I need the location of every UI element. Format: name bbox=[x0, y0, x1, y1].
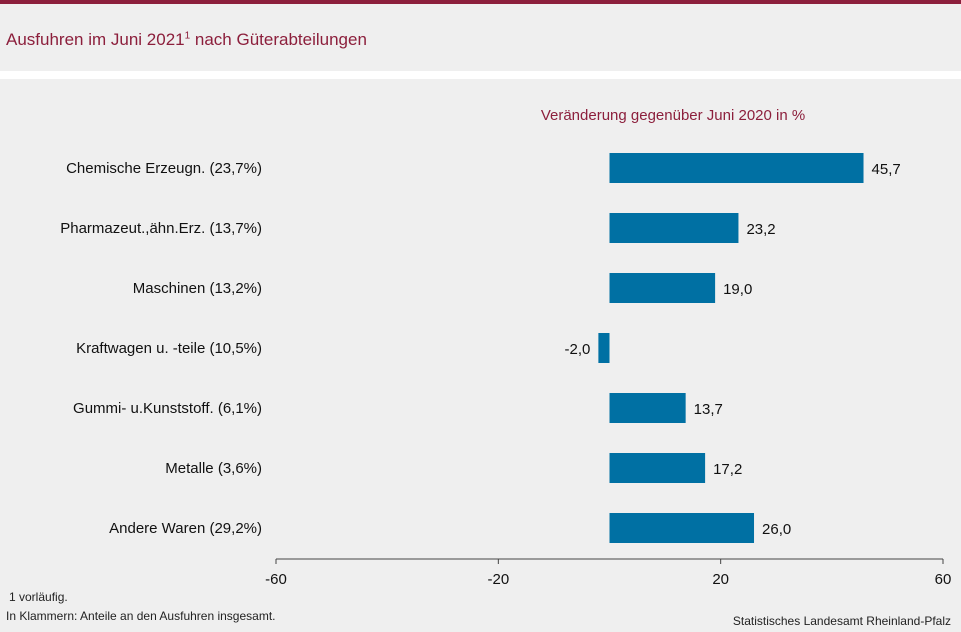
data-label: 17,2 bbox=[713, 461, 742, 478]
category-label: Maschinen (13,2%) bbox=[133, 280, 262, 297]
bar bbox=[609, 213, 739, 243]
category-label: Kraftwagen u. -teile (10,5%) bbox=[76, 340, 262, 357]
x-tick-label: -20 bbox=[487, 571, 509, 588]
footnote-shares: In Klammern: Anteile an den Ausfuhren in… bbox=[6, 609, 276, 623]
title-footnote-marker: 1 bbox=[184, 30, 191, 42]
x-tick-label: 20 bbox=[712, 571, 729, 588]
x-tick-label: 60 bbox=[935, 571, 952, 588]
bar bbox=[598, 333, 610, 363]
category-label: Metalle (3,6%) bbox=[165, 460, 262, 477]
data-label: 45,7 bbox=[872, 161, 901, 178]
data-label: 26,0 bbox=[762, 521, 791, 538]
category-label: Andere Waren (29,2%) bbox=[109, 520, 262, 537]
bar bbox=[609, 273, 716, 303]
title-rest: nach Güterabteilungen bbox=[190, 30, 367, 49]
data-label: 23,2 bbox=[746, 221, 775, 238]
bar bbox=[609, 393, 686, 423]
bar bbox=[609, 513, 755, 543]
data-label: 19,0 bbox=[723, 281, 752, 298]
source-credit: Statistisches Landesamt Rheinland-Pfalz bbox=[732, 614, 951, 628]
data-label: -2,0 bbox=[565, 341, 591, 358]
category-label: Pharmazeut.,ähn.Erz. (13,7%) bbox=[60, 220, 262, 237]
title-divider bbox=[0, 71, 961, 79]
title-main: Ausfuhren im Juni 2021 bbox=[6, 30, 185, 49]
bar bbox=[609, 153, 864, 183]
bar bbox=[609, 453, 706, 483]
category-label: Gummi- u.Kunststoff. (6,1%) bbox=[73, 400, 262, 417]
category-label: Chemische Erzeugn. (23,7%) bbox=[66, 160, 262, 177]
chart-subtitle: Veränderung gegenüber Juni 2020 in % bbox=[541, 107, 805, 124]
data-label: 13,7 bbox=[694, 401, 723, 418]
top-rule bbox=[0, 0, 961, 4]
chart-title: Ausfuhren im Juni 20211 nach Güterabteil… bbox=[6, 30, 367, 50]
footnote-preliminary: 1 vorläufig. bbox=[9, 590, 68, 604]
x-tick-label: -60 bbox=[265, 571, 287, 588]
